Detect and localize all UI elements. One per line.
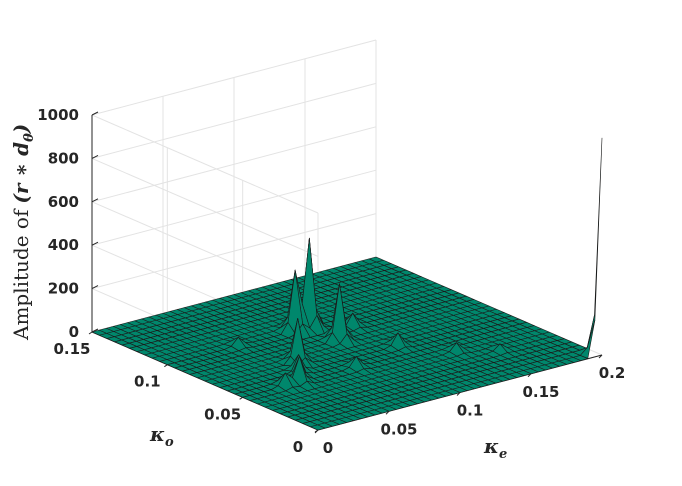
y-tick-label: 0.05 — [204, 405, 241, 423]
x-tick-label: 0.1 — [457, 402, 484, 420]
y-axis-label: κo — [149, 422, 174, 450]
z-tick-mark — [91, 241, 99, 246]
surface-mesh — [91, 137, 603, 431]
x-tick-label: 0.05 — [380, 420, 417, 438]
x-tick-mark — [598, 354, 603, 359]
y-tick-mark — [239, 396, 243, 400]
z-gridline-side — [91, 114, 319, 214]
y-tick-mark — [88, 331, 93, 335]
z-axis-label: Amplitude of(r ∗ dθ) — [9, 124, 37, 341]
z-tick-label: 1000 — [37, 106, 79, 124]
z-tick-mark — [91, 198, 99, 203]
z-tick-label: 800 — [48, 149, 79, 167]
z-tick-mark — [91, 285, 99, 290]
x-tick-mark — [456, 392, 461, 396]
z-tick-mark — [91, 154, 99, 159]
z-tick-label: 600 — [48, 193, 79, 211]
x-axis-label: κe — [483, 434, 507, 462]
y-tick-mark — [314, 429, 319, 433]
x-tick-mark — [527, 373, 532, 378]
y-tick-label: 0 — [293, 438, 303, 456]
surface-facet — [310, 424, 326, 431]
z-tick-mark — [91, 328, 99, 333]
z-gridline-side — [91, 157, 319, 257]
tick-labels: 00.050.10.150.200.050.10.150200400600800… — [37, 106, 625, 457]
z-tick-label: 400 — [48, 236, 79, 254]
x-tick-mark — [385, 410, 390, 415]
y-tick-mark — [164, 364, 168, 368]
x-tick-label: 0 — [323, 439, 333, 457]
x-tick-label: 0.2 — [599, 364, 626, 382]
x-tick-label: 0.15 — [522, 383, 559, 401]
z-tick-mark — [91, 111, 99, 116]
surface-facet — [587, 137, 603, 348]
z-tick-label: 200 — [48, 280, 79, 298]
y-tick-label: 0.15 — [53, 340, 90, 358]
y-tick-label: 0.1 — [134, 373, 161, 391]
z-tick-label: 0 — [69, 323, 79, 341]
